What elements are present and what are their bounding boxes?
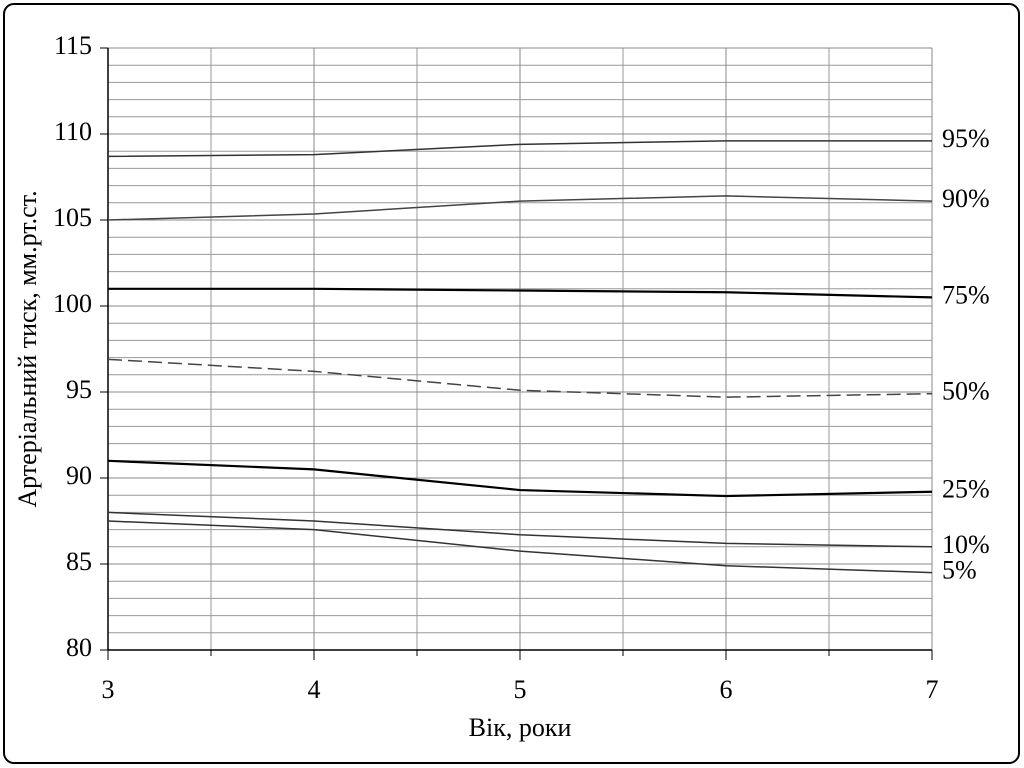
series-label: 25% (942, 475, 990, 504)
series-label: 50% (942, 377, 990, 406)
series-line (108, 287, 933, 299)
series-line (107, 140, 932, 158)
series-line (107, 358, 933, 398)
series-line (107, 511, 933, 548)
y-tick-label: 90 (66, 461, 92, 490)
x-tick-label: 7 (926, 675, 939, 704)
series-line (107, 459, 933, 498)
series-line (107, 520, 933, 574)
y-tick-label: 110 (54, 117, 92, 146)
y-tick-label: 100 (53, 289, 92, 318)
y-tick-label: 115 (54, 31, 92, 60)
y-axis-title: Артеріальний тиск, мм.рт.ст. (13, 190, 42, 507)
series-line (107, 195, 933, 221)
series-label: 95% (942, 124, 990, 153)
y-tick-label: 80 (66, 633, 92, 662)
series-label: 75% (942, 280, 990, 309)
x-tick-label: 3 (102, 675, 115, 704)
x-tick-label: 6 (720, 675, 733, 704)
x-tick-label: 5 (514, 675, 527, 704)
series-label: 10% (942, 530, 990, 559)
x-axis-title: Вік, роки (469, 713, 572, 742)
x-tick-label: 4 (308, 675, 321, 704)
series-label: 5% (942, 556, 977, 585)
frame (3, 3, 1020, 764)
y-tick-label: 95 (66, 375, 92, 404)
y-tick-label: 85 (66, 547, 92, 576)
series-label: 90% (942, 184, 990, 213)
y-tick-label: 105 (53, 203, 92, 232)
